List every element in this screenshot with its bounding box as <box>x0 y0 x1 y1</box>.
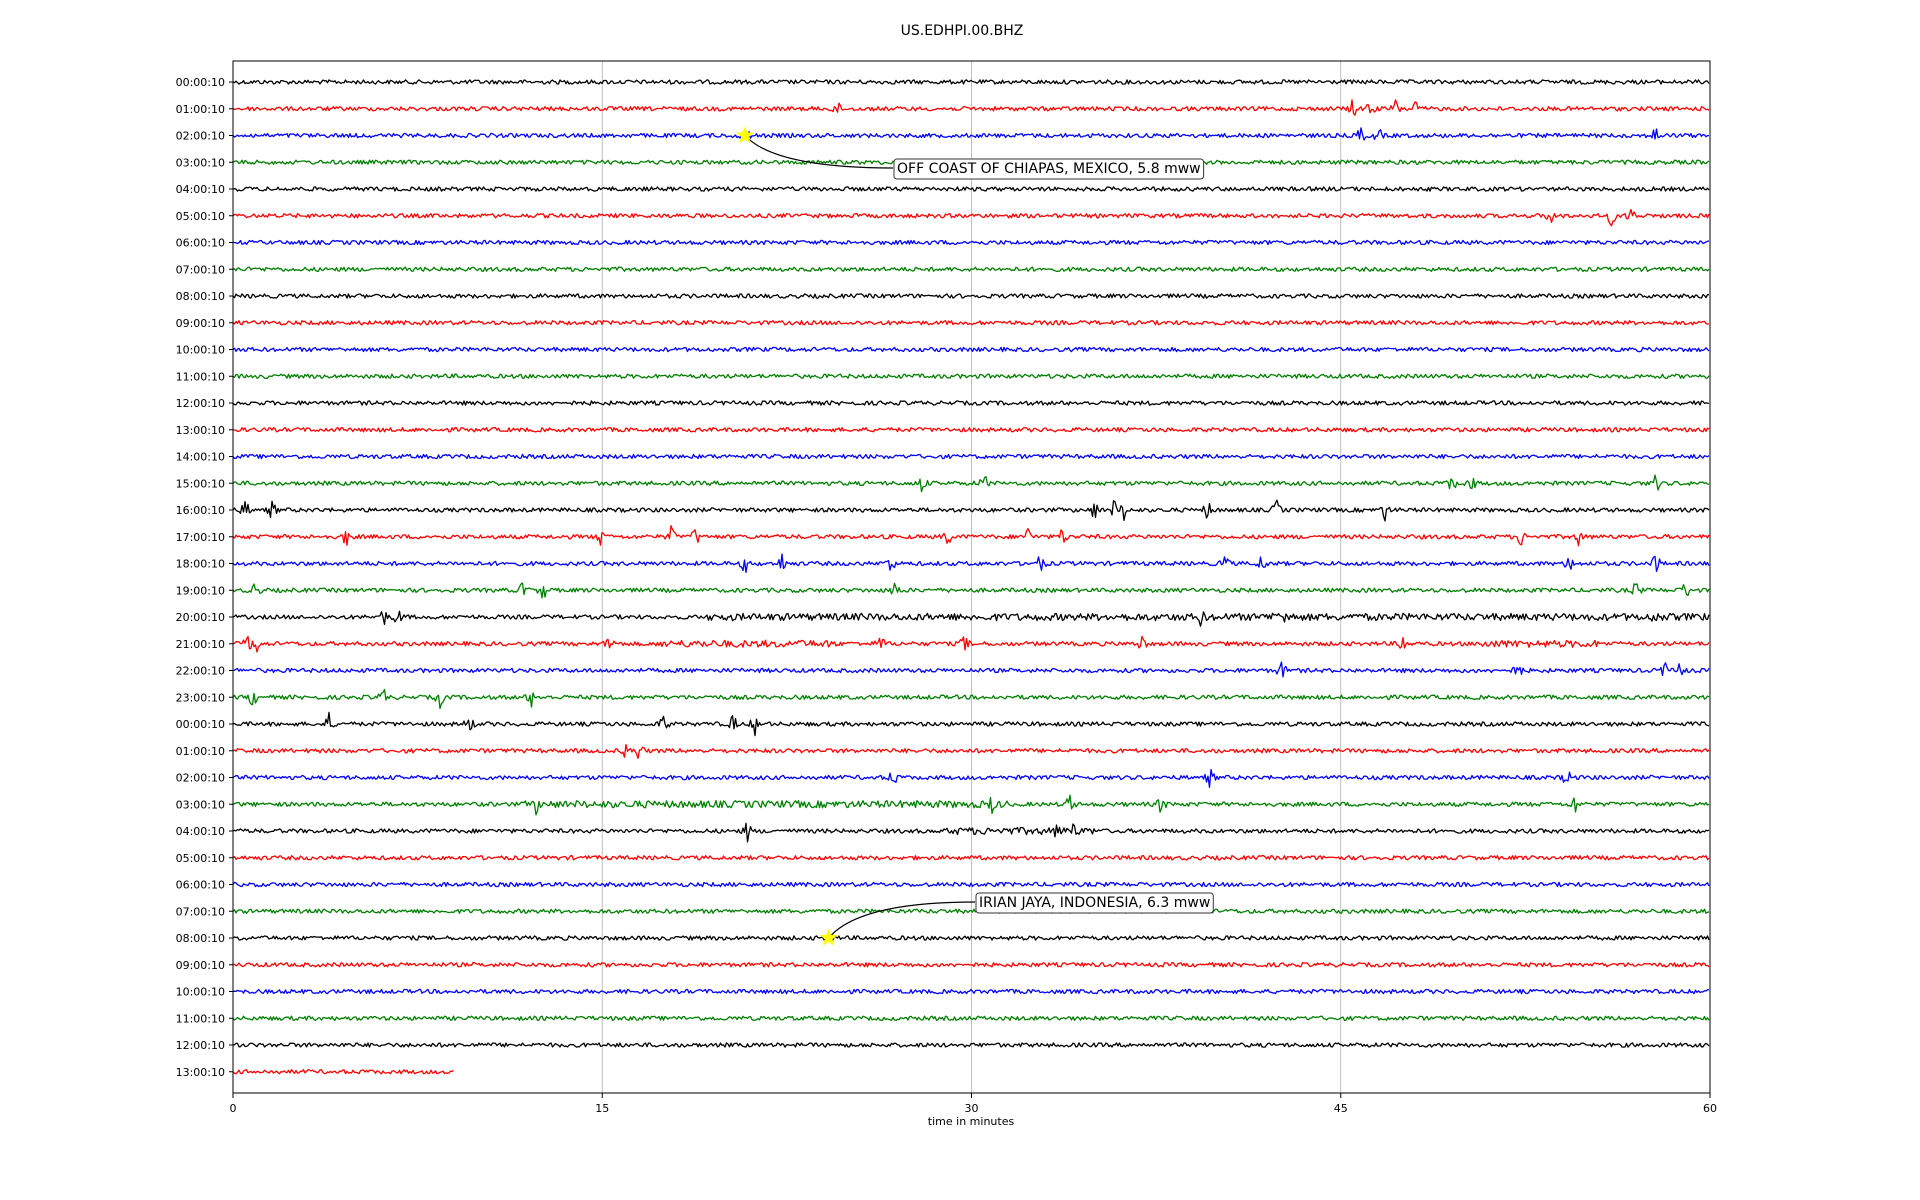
row-label: 01:00:10 <box>176 745 225 758</box>
row-label: 23:00:10 <box>176 691 225 704</box>
x-axis-label: time in minutes <box>928 1115 1015 1128</box>
trace-line <box>232 661 1710 678</box>
row-label: 07:00:10 <box>176 263 225 276</box>
row-label: 09:00:10 <box>176 959 225 972</box>
trace-line <box>232 768 1710 788</box>
trace-line <box>232 127 1709 141</box>
trace-line <box>232 320 1710 326</box>
trace-line <box>232 266 1710 272</box>
trace-line <box>232 635 1710 653</box>
event-label-box <box>893 158 1205 180</box>
trace-line <box>232 453 1710 460</box>
row-label: 13:00:10 <box>176 424 225 437</box>
event-label: IRIAN JAYA, INDONESIA, 6.3 mww <box>979 895 1210 911</box>
row-label: 17:00:10 <box>176 531 225 544</box>
grid-layer <box>601 61 1342 1093</box>
row-label: 08:00:10 <box>176 932 225 945</box>
trace-line <box>232 908 1710 914</box>
trace-line <box>232 988 1710 995</box>
row-label: 06:00:10 <box>176 237 225 250</box>
trace-line <box>232 79 1710 85</box>
trace-line <box>232 582 1710 599</box>
row-label: 09:00:10 <box>176 317 225 330</box>
row-label: 08:00:10 <box>176 290 225 303</box>
row-label: 06:00:10 <box>176 879 225 892</box>
trace-line <box>232 208 1710 227</box>
trace-line <box>232 962 1710 968</box>
x-tick-label: 15 <box>595 1102 609 1115</box>
trace-line <box>232 499 1710 522</box>
trace-line <box>232 1042 1710 1048</box>
trace-line <box>232 688 1710 710</box>
row-label: 15:00:10 <box>176 477 225 490</box>
row-labels: 00:00:10 01:00:10 02:00:10 03:00:10 04:00:10… <box>176 76 233 1079</box>
annotation-connector <box>828 901 976 939</box>
trace-line <box>232 743 1710 759</box>
trace-line <box>232 711 1710 737</box>
annotation-connector <box>744 135 894 169</box>
trace-line <box>232 346 1710 353</box>
event-star-marker <box>736 126 754 144</box>
trace-line <box>232 293 1709 299</box>
trace-line <box>232 1015 1710 1021</box>
row-label: 11:00:10 <box>176 1012 225 1025</box>
row-label: 03:00:10 <box>176 798 225 811</box>
row-label: 02:00:10 <box>176 772 225 785</box>
x-tick-label: 0 <box>230 1102 237 1115</box>
row-label: 18:00:10 <box>176 558 225 571</box>
trace-line <box>232 525 1710 547</box>
row-label: 14:00:10 <box>176 451 225 464</box>
trace-line <box>232 855 1710 861</box>
row-label: 10:00:10 <box>176 986 225 999</box>
trace-line <box>232 99 1710 116</box>
row-label: 04:00:10 <box>176 183 225 196</box>
row-label: 22:00:10 <box>176 665 225 678</box>
trace-line <box>232 186 1710 192</box>
trace-line <box>232 553 1710 574</box>
row-label: 16:00:10 <box>176 504 225 517</box>
event-annotation: IRIAN JAYA, INDONESIA, 6.3 mww <box>819 892 1214 946</box>
trace-line <box>233 239 1710 246</box>
trace-line <box>232 610 1710 627</box>
row-label: 20:00:10 <box>176 611 225 624</box>
trace-line <box>232 400 1710 406</box>
chart-title: US.EDHPI.00.BHZ <box>901 23 1024 39</box>
plot-frame <box>232 60 1711 1094</box>
row-label: 01:00:10 <box>176 103 225 116</box>
event-label: OFF COAST OF CHIAPAS, MEXICO, 5.8 mww <box>897 161 1201 177</box>
annotations: OFF COAST OF CHIAPAS, MEXICO, 5.8 mww IRI… <box>736 126 1214 946</box>
event-annotation: OFF COAST OF CHIAPAS, MEXICO, 5.8 mww <box>736 126 1205 180</box>
trace-line <box>232 474 1709 493</box>
row-label: 02:00:10 <box>176 130 225 143</box>
trace-line <box>232 373 1710 379</box>
x-tick-label: 60 <box>1703 1102 1717 1115</box>
row-label: 05:00:10 <box>176 210 225 223</box>
row-label: 19:00:10 <box>176 584 225 597</box>
trace-line <box>232 1069 454 1075</box>
row-label: 00:00:10 <box>176 718 225 731</box>
trace-line <box>232 822 1710 843</box>
trace-line <box>232 935 1710 941</box>
x-tick-label: 45 <box>1334 1102 1348 1115</box>
row-label: 11:00:10 <box>176 370 225 383</box>
trace-line <box>232 794 1710 816</box>
x-tick-label: 30 <box>965 1102 979 1115</box>
row-label: 05:00:10 <box>176 852 225 865</box>
x-axis-ticks: 0 15 30 45 60 <box>230 1093 1717 1115</box>
row-label: 12:00:10 <box>176 1039 225 1052</box>
trace-line <box>232 881 1710 888</box>
event-star-marker <box>819 928 838 946</box>
row-label: 03:00:10 <box>176 156 225 169</box>
row-label: 10:00:10 <box>176 344 225 357</box>
event-label-box <box>975 892 1214 914</box>
row-label: 21:00:10 <box>176 638 225 651</box>
trace-line <box>232 427 1710 433</box>
row-label: 13:00:10 <box>176 1066 225 1079</box>
row-label: 04:00:10 <box>176 825 225 838</box>
row-label: 00:00:10 <box>176 76 225 89</box>
trace-layer <box>232 79 1710 1075</box>
row-label: 12:00:10 <box>176 397 225 410</box>
row-label: 07:00:10 <box>176 905 225 918</box>
